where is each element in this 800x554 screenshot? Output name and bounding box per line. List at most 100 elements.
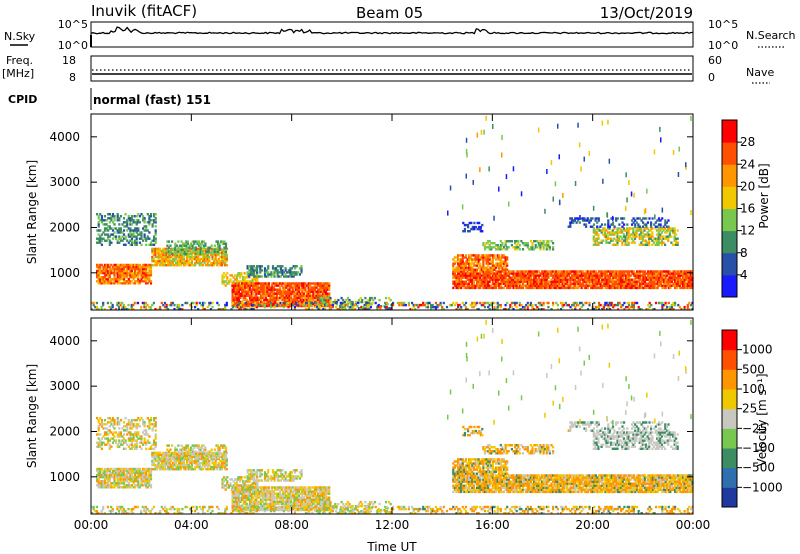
power-cell — [237, 274, 240, 277]
power-cell — [602, 239, 605, 242]
power-cell — [458, 276, 461, 279]
power-cell — [145, 282, 148, 285]
power-cell — [124, 221, 127, 224]
power-cell — [307, 288, 310, 291]
power-cell — [179, 257, 182, 261]
power-cell — [490, 246, 493, 249]
power-cell — [171, 261, 174, 265]
power-cell — [240, 274, 243, 277]
power-cell — [206, 255, 209, 259]
power-cell — [145, 243, 148, 246]
power-cell — [472, 268, 475, 271]
power-cell — [492, 124, 494, 129]
power-cell — [324, 290, 328, 293]
power-cell — [558, 284, 561, 287]
power-cell — [499, 258, 502, 261]
power-cell — [261, 282, 264, 285]
power-cell — [279, 296, 282, 299]
power-cell — [113, 276, 116, 279]
power-cell — [689, 303, 692, 307]
power-cell — [107, 269, 110, 273]
power-cell — [493, 268, 496, 271]
power-cell — [135, 274, 138, 277]
power-cell — [594, 237, 597, 240]
power-cell — [504, 244, 507, 247]
power-cell — [407, 301, 410, 305]
velocity-cell — [137, 484, 140, 487]
power-cell — [263, 271, 267, 274]
power-cell — [324, 296, 327, 300]
power-cell — [457, 262, 460, 265]
power-cell — [140, 269, 143, 273]
power-cell — [485, 260, 488, 263]
power-cell — [115, 280, 118, 283]
power-cell — [477, 284, 480, 287]
power-cell — [275, 284, 278, 287]
power-cell — [244, 288, 247, 291]
velocity-cell — [135, 475, 138, 479]
power-cell — [157, 259, 160, 263]
power-cell — [495, 264, 498, 267]
power-cell — [96, 265, 99, 269]
velocity-cell — [115, 484, 118, 487]
power-cell — [221, 242, 224, 245]
power-cell — [316, 305, 319, 309]
power-cell — [236, 296, 239, 299]
power-cell — [95, 301, 98, 305]
power-cell — [515, 246, 518, 249]
power-cell — [495, 280, 498, 283]
power-cell — [223, 246, 226, 249]
power-cell — [203, 255, 206, 259]
power-cell — [629, 278, 632, 281]
power-cell — [628, 280, 631, 283]
power-cell — [287, 305, 290, 309]
power-cell — [606, 212, 609, 218]
power-cell — [612, 272, 615, 275]
power-cell — [288, 282, 291, 285]
power-cell — [242, 280, 245, 283]
power-cell — [122, 265, 126, 269]
power-cell — [234, 288, 237, 291]
velocity-cell — [121, 480, 124, 483]
power-cell — [488, 240, 491, 243]
power-cell — [606, 237, 610, 240]
power-cell — [192, 251, 195, 255]
power-cell — [340, 296, 343, 300]
power-cell — [675, 282, 678, 285]
power-cell — [252, 300, 255, 304]
power-cell — [632, 221, 635, 224]
power-cell — [487, 286, 490, 290]
power-cell — [657, 239, 660, 242]
power-cell — [518, 286, 521, 290]
power-cell — [586, 272, 590, 275]
power-cell — [631, 223, 634, 226]
power-cell — [624, 278, 628, 281]
power-cell — [249, 265, 252, 268]
power-cell — [149, 265, 153, 269]
power-cell — [130, 271, 134, 275]
power-cell — [462, 221, 465, 225]
power-cell — [379, 308, 382, 311]
power-cell — [143, 265, 146, 269]
power-cell — [113, 263, 116, 267]
power-cell — [198, 257, 201, 261]
power-cell — [645, 272, 648, 275]
power-cell — [243, 308, 246, 311]
velocity-cell — [138, 475, 141, 479]
power-cell — [464, 286, 468, 290]
power-cell — [599, 280, 602, 283]
power-cell — [594, 284, 597, 287]
power-cell — [118, 229, 121, 232]
power-cell — [166, 248, 169, 251]
power-cell — [483, 272, 487, 275]
velocity-cell — [115, 469, 118, 473]
power-cell — [621, 231, 624, 234]
power-cell — [208, 303, 211, 307]
power-cell — [542, 240, 545, 243]
power-cell — [118, 219, 121, 222]
power-cell — [149, 269, 153, 273]
power-cell — [135, 243, 138, 246]
power-cell — [124, 269, 127, 273]
velocity-cell — [108, 480, 111, 483]
power-cell — [453, 282, 456, 285]
